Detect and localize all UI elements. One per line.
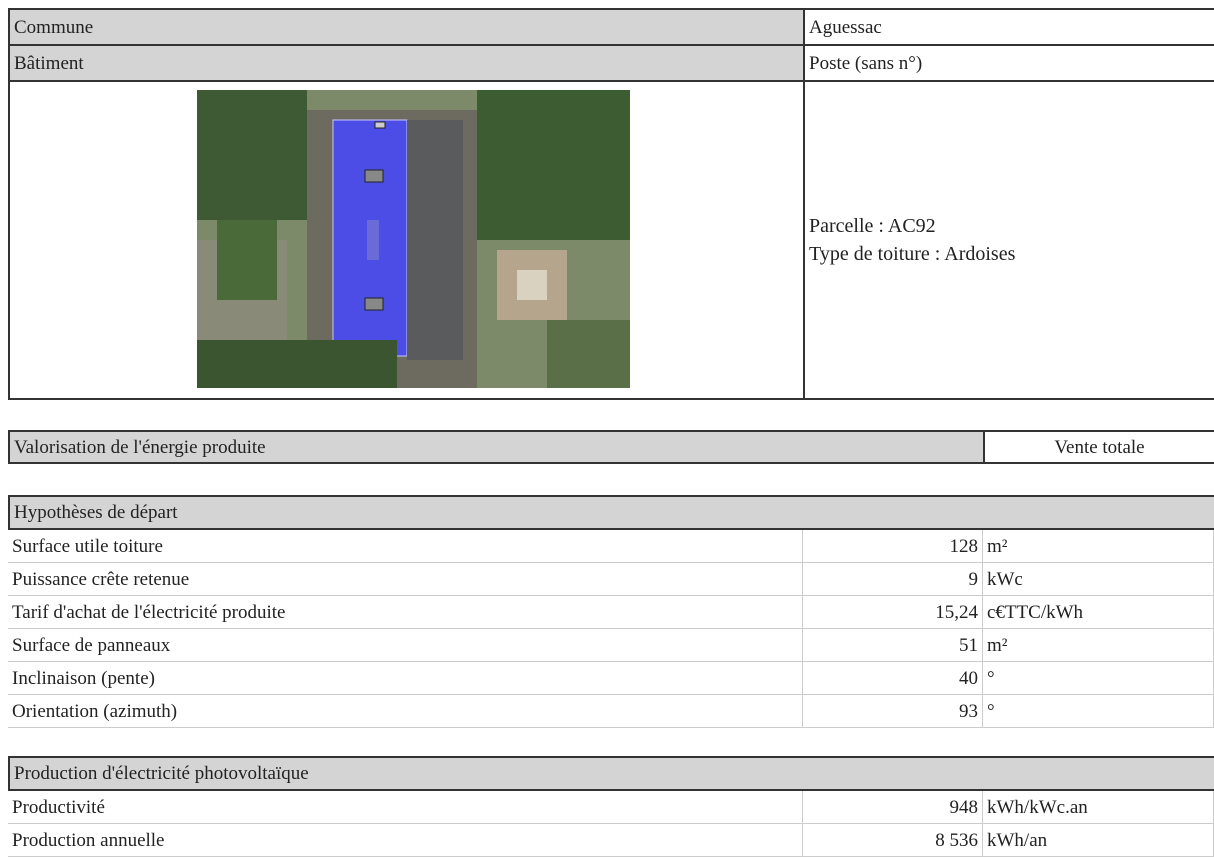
label-cell: Valorisation de l'énergie produite	[8, 430, 985, 464]
section-header-text: Production d'électricité photovoltaïque	[14, 763, 309, 784]
row-unit-text: kWh/kWc.an	[987, 796, 1088, 818]
row-label-text: Puissance crête retenue	[12, 568, 190, 590]
value: Ardoises	[944, 243, 1016, 265]
row-label-text: Productivité	[12, 796, 105, 818]
row-label: Productivité	[8, 791, 803, 824]
row-label: Orientation (azimuth)	[8, 695, 803, 728]
section-header: Hypothèses de départ	[8, 495, 1214, 530]
aerial-image	[197, 90, 630, 388]
row-label: Surface de panneaux	[8, 629, 803, 662]
row-value: 948	[803, 791, 983, 824]
parcelle-line: Parcelle : AC92	[809, 216, 936, 236]
value: Vente totale	[1054, 436, 1145, 458]
row-unit: kWh/an	[983, 824, 1214, 857]
row-label-text: Inclinaison (pente)	[12, 667, 155, 689]
row-unit: kWc	[983, 563, 1214, 596]
row-unit-text: °	[987, 700, 995, 722]
row-unit-text: °	[987, 667, 995, 689]
row-value: 15,24	[803, 596, 983, 629]
row-unit-text: kWh/an	[987, 829, 1048, 851]
section-header-text: Hypothèses de départ	[14, 502, 178, 523]
label: Parcelle :	[809, 215, 884, 237]
row-value: 51	[803, 629, 983, 662]
row-unit-text: c€TTC/kWh	[987, 601, 1084, 623]
row-unit: kWh/kWc.an	[983, 791, 1214, 824]
row-unit-text: m²	[987, 634, 1008, 656]
row-value-text: 15,24	[935, 601, 978, 623]
row-unit-text: m²	[987, 535, 1008, 557]
row-label-text: Orientation (azimuth)	[12, 700, 178, 722]
row-value-text: 93	[959, 700, 978, 722]
row-label: Production annuelle	[8, 824, 803, 857]
row-label: Inclinaison (pente)	[8, 662, 803, 695]
value-cell: Aguessac	[803, 8, 1214, 46]
value: AC92	[887, 215, 936, 237]
row-value: 8 536	[803, 824, 983, 857]
row-unit: m²	[983, 530, 1214, 563]
value-cell: Poste (sans n°)	[803, 44, 1214, 82]
row-value-text: 51	[959, 634, 978, 656]
row-value-text: 948	[949, 796, 979, 818]
label: Bâtiment	[14, 52, 84, 74]
info-cell: Parcelle : AC92 Type de toiture : Ardois…	[803, 80, 1214, 400]
row-label: Surface utile toiture	[8, 530, 803, 563]
label-cell: Commune	[8, 8, 805, 46]
label: Commune	[14, 16, 94, 38]
row-unit: °	[983, 695, 1214, 728]
row-value-text: 40	[959, 667, 978, 689]
value: Poste (sans n°)	[809, 52, 923, 74]
row-value: 40	[803, 662, 983, 695]
label: Valorisation de l'énergie produite	[14, 436, 266, 458]
row-value-text: 8 536	[935, 829, 978, 851]
row-value: 128	[803, 530, 983, 563]
row-label: Puissance crête retenue	[8, 563, 803, 596]
row-unit-text: kWc	[987, 568, 1023, 590]
row-value: 9	[803, 563, 983, 596]
section-header: Production d'électricité photovoltaïque	[8, 756, 1214, 791]
row-label: Tarif d'achat de l'électricité produite	[8, 596, 803, 629]
row-label-text: Surface de panneaux	[12, 634, 171, 656]
value: Aguessac	[809, 16, 882, 38]
row-value-text: 9	[968, 568, 979, 590]
label: Type de toiture :	[809, 243, 941, 265]
row-unit: m²	[983, 629, 1214, 662]
row-value-text: 128	[949, 535, 979, 557]
row-unit: c€TTC/kWh	[983, 596, 1214, 629]
toiture-line: Type de toiture : Ardoises	[809, 244, 1015, 264]
row-label-text: Surface utile toiture	[12, 535, 163, 557]
label-cell: Bâtiment	[8, 44, 805, 82]
row-label-text: Tarif d'achat de l'électricité produite	[12, 601, 286, 623]
image-cell	[8, 80, 805, 400]
row-unit: °	[983, 662, 1214, 695]
row-value: 93	[803, 695, 983, 728]
row-label-text: Production annuelle	[12, 829, 165, 851]
value-cell: Vente totale	[983, 430, 1214, 464]
